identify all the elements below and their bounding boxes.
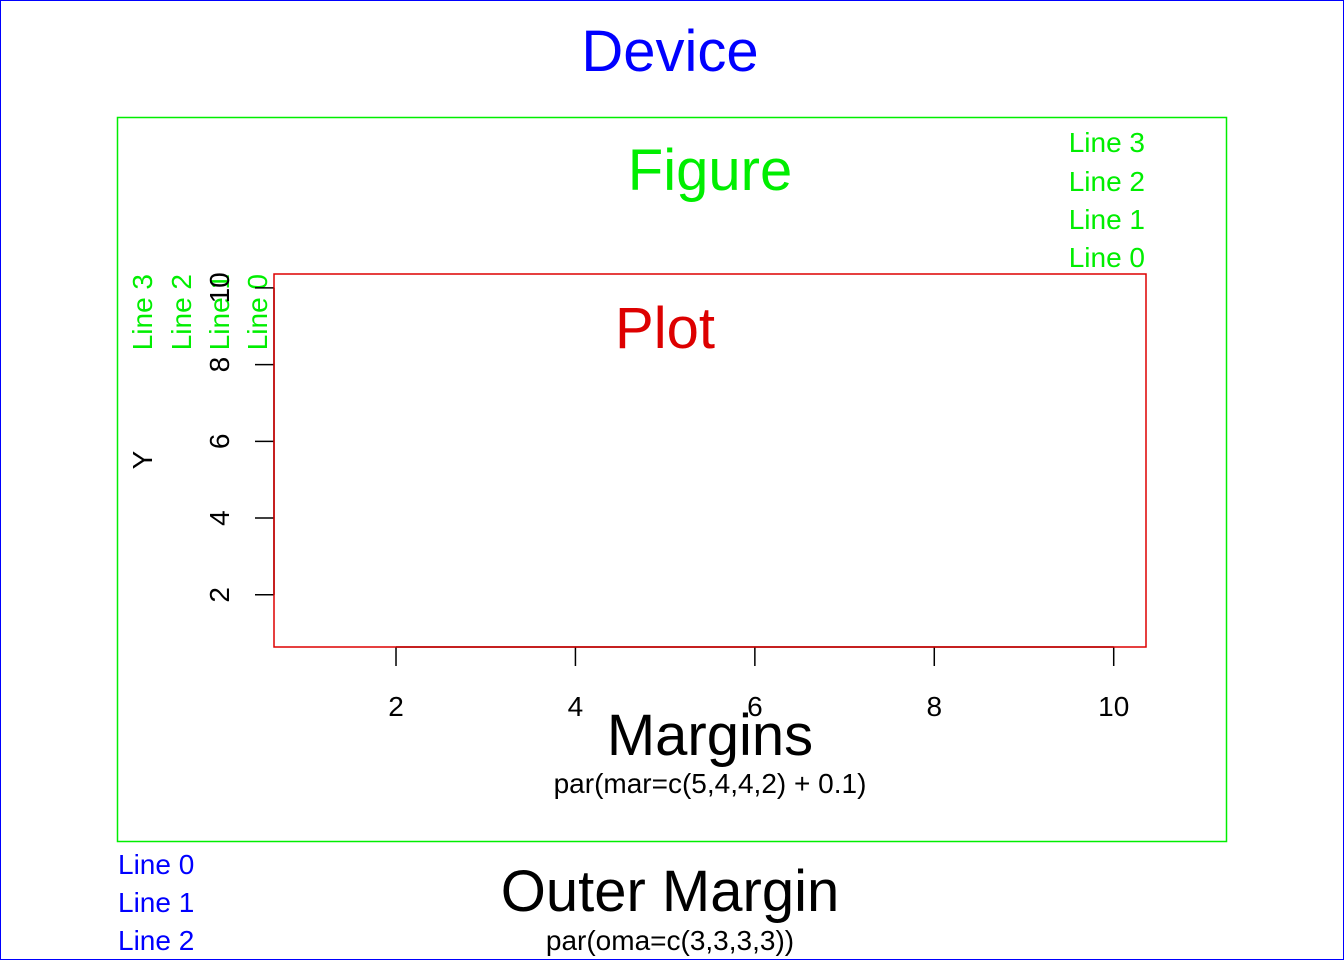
outer-margin-title: Outer Margin [501,859,839,924]
figure-top-line-3: Line 3 [1069,127,1145,158]
x-tick-label: 10 [1098,691,1129,722]
x-tick-label: 2 [388,691,404,722]
figure-top-line-1: Line 1 [1069,204,1145,235]
outer-line-2: Line 2 [118,925,194,956]
figure-left-line-2: Line 2 [166,274,197,350]
device-title: Device [581,19,758,84]
y-tick-label: 6 [204,434,235,450]
x-tick-label: 8 [926,691,942,722]
figure-left-line-1: Line 1 [204,274,235,350]
outer-line-1: Line 1 [118,887,194,918]
y-tick-label: 10 [204,272,235,303]
margins-title: Margins [607,703,813,768]
x-tick-label: 4 [568,691,584,722]
y-tick-label: 2 [204,587,235,603]
figure-top-line-0: Line 0 [1069,242,1145,273]
figure-title: Figure [628,138,792,203]
figure-left-line-0: Line 0 [242,274,273,350]
outer-line-0: Line 0 [118,849,194,880]
x-tick-label: 6 [747,691,763,722]
figure-border [116,116,1228,843]
y-axis-label: Y [127,450,158,469]
figure-left-line-3: Line 3 [127,274,158,350]
y-tick-label: 4 [204,510,235,526]
plot-border [273,273,1147,648]
outer-margin-code: par(oma=c(3,3,3,3)) [546,925,794,956]
margins-code: par(mar=c(5,4,4,2) + 0.1) [554,768,867,799]
figure-top-line-2: Line 2 [1069,166,1145,197]
y-tick-label: 8 [204,357,235,373]
plot-title: Plot [615,296,715,361]
